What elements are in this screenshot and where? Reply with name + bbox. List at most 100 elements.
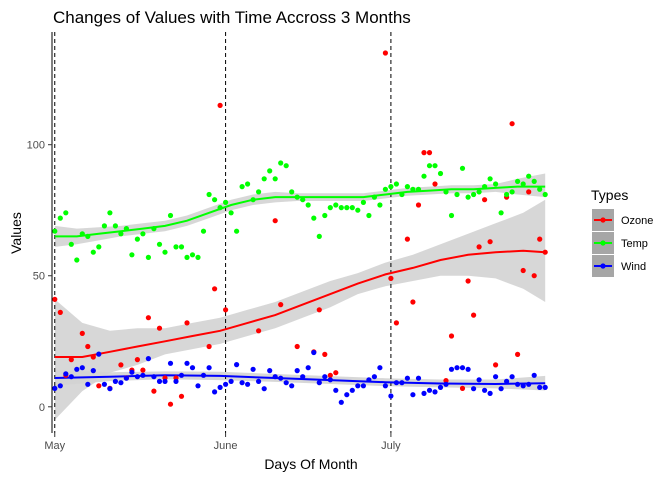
y-axis-title: Values [8, 212, 24, 254]
temp-point [90, 249, 96, 255]
temp-point [305, 202, 311, 208]
temp-point [322, 212, 328, 219]
wind-point [63, 371, 69, 377]
temp-point [256, 189, 262, 195]
wind-point [140, 372, 146, 378]
wind-point [305, 365, 311, 371]
ozone-point [206, 343, 212, 350]
temp-point [278, 160, 284, 166]
wind-point [101, 381, 107, 387]
wind-point [443, 381, 449, 387]
temp-point [145, 254, 151, 260]
ozone-point [542, 249, 548, 255]
temp-point [52, 228, 58, 234]
wind-point [437, 384, 444, 390]
x-axis-title: Days Of Month [264, 456, 357, 472]
temp-point [112, 223, 118, 229]
ozone-point [415, 202, 422, 208]
temp-point [272, 176, 278, 182]
ozone-point [184, 320, 190, 326]
ozone-point [145, 315, 151, 321]
temp-point [520, 181, 526, 187]
temp-point [437, 170, 444, 177]
ozone-point [459, 385, 466, 391]
ozone-point [217, 102, 223, 108]
wind-point [471, 386, 477, 392]
x-tick-label: May [44, 440, 65, 452]
wind-point [410, 392, 416, 398]
ozone-point [388, 275, 394, 281]
ozone-point [316, 307, 322, 313]
wind-point [223, 381, 229, 387]
wind-point [206, 365, 212, 371]
wind-point [278, 375, 284, 381]
ozone-point [167, 401, 174, 407]
wind-point [300, 374, 306, 380]
temp-point [316, 233, 322, 239]
ozone-point [134, 357, 140, 363]
wind-point [311, 349, 317, 356]
temp-point [509, 189, 515, 195]
ozone-point [465, 278, 471, 284]
wind-point [509, 374, 515, 380]
temp-point [349, 205, 355, 211]
ozone-point [327, 372, 333, 378]
wind-point [393, 380, 399, 386]
wind-point [134, 374, 140, 380]
temp-point [327, 205, 333, 211]
wind-point [173, 378, 179, 384]
wind-point [68, 374, 74, 380]
wind-point [344, 392, 350, 398]
wind-point [283, 380, 289, 386]
temp-point [410, 186, 416, 192]
wind-point [531, 372, 537, 378]
wind-point [267, 368, 273, 374]
wind-point [272, 374, 278, 380]
temp-point [228, 210, 234, 216]
temp-point [57, 215, 63, 221]
temp-point [195, 254, 201, 260]
wind-point [459, 365, 466, 371]
temp-point [311, 215, 317, 221]
wind-point [245, 381, 251, 387]
wind-point [74, 366, 80, 372]
wind-point [404, 375, 410, 381]
temp-point [118, 231, 124, 237]
temp-point [294, 194, 300, 200]
temp-point [493, 181, 499, 187]
legend-point-ozone [600, 217, 606, 223]
legend-label-ozone: Ozone [621, 215, 653, 227]
temp-point [476, 189, 482, 195]
wind-point [454, 365, 460, 371]
temp-point [206, 191, 212, 198]
temp-point [151, 226, 157, 232]
temp-point [448, 212, 455, 219]
temp-point [129, 252, 135, 258]
ozone-point [404, 236, 410, 242]
ozone-point [537, 236, 543, 242]
temp-point [189, 252, 196, 258]
ozone-point [493, 362, 499, 368]
wind-point [316, 380, 322, 386]
wind-point [151, 374, 157, 380]
temp-point [234, 228, 240, 234]
temp-point [68, 241, 74, 247]
wind-point [333, 387, 339, 393]
wind-point [432, 389, 438, 395]
temp-point [184, 254, 190, 260]
wind-point [515, 381, 521, 387]
wind-point [465, 366, 471, 372]
temp-point [107, 210, 113, 216]
month-divider-lines [54, 32, 392, 433]
temp-point [426, 163, 433, 169]
wind-point [388, 393, 394, 399]
wind-point [96, 351, 102, 357]
temp-point [223, 199, 229, 205]
ozone-point [382, 50, 388, 56]
ozone-point [421, 150, 427, 156]
legend-point-wind [600, 263, 606, 269]
wind-point [234, 362, 240, 368]
data-points [52, 50, 548, 407]
ozone-point [223, 307, 229, 313]
ozone-point [96, 383, 102, 389]
